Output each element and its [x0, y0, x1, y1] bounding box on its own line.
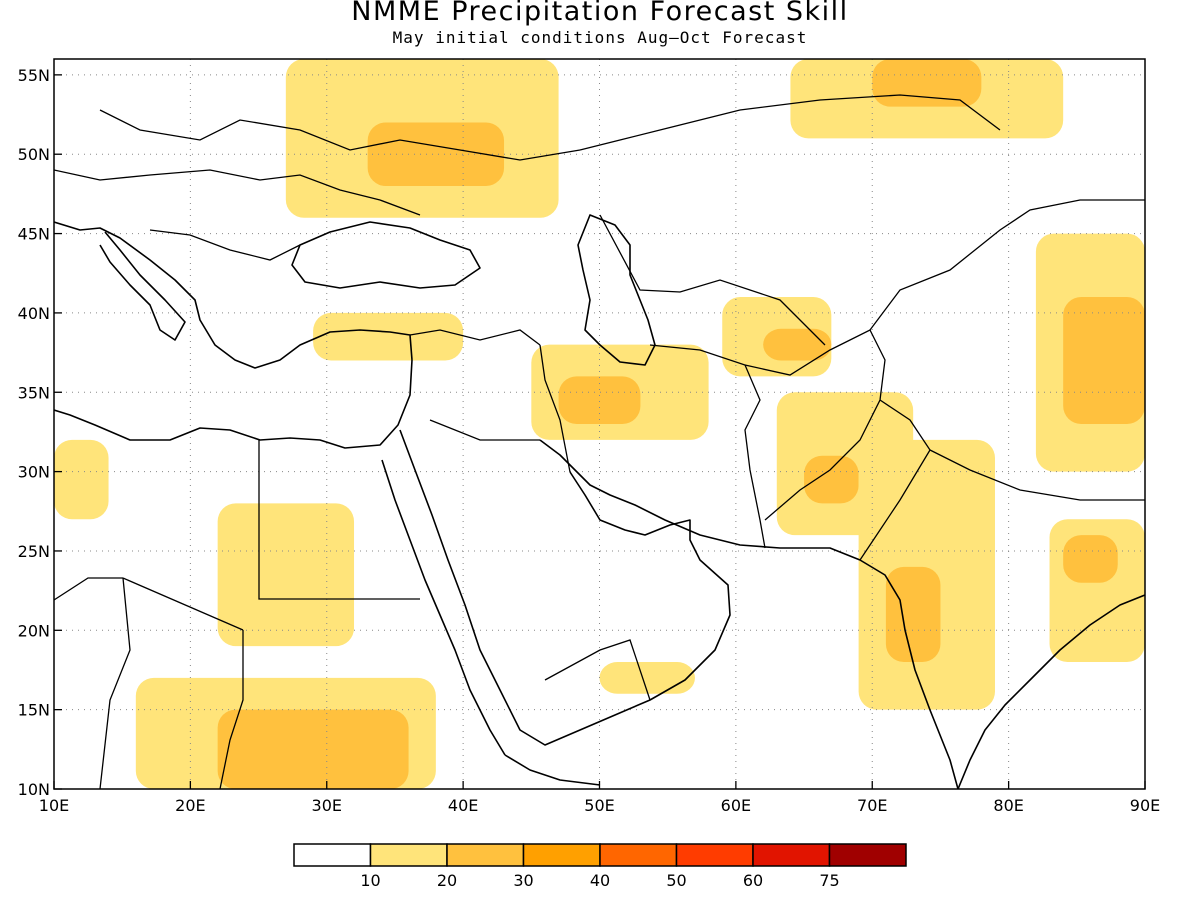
skill-shading-layer — [54, 59, 1145, 789]
border-afghanistan — [744, 329, 886, 521]
colorbar-swatch — [599, 843, 678, 867]
colorbar-label: 40 — [590, 871, 610, 890]
lat-tick-label: 15N — [18, 701, 50, 720]
skill-region-18 — [217, 709, 409, 789]
lon-tick-label: 60E — [721, 796, 751, 815]
coastlines-layer — [54, 214, 1145, 789]
arabia-coast — [399, 429, 731, 746]
border-chad — [122, 577, 244, 631]
levant-africa-coast — [54, 359, 413, 449]
border-china-west — [869, 199, 1145, 331]
lat-tick-label: 20N — [18, 621, 50, 640]
border-iraq-saudi — [429, 419, 540, 441]
axis-ticks: 10E 20E 30E 40E 50E 60E 70E 80E 90E 10N 15N 20N 25N 3… — [18, 66, 1161, 815]
border-libya-egypt — [258, 440, 420, 600]
colorbar-swatch — [446, 843, 525, 867]
lat-tick-label: 10N — [18, 780, 50, 799]
colorbar-label: 50 — [666, 871, 686, 890]
figure-subtitle: May initial conditions Aug—Oct Forecast — [392, 28, 808, 47]
colorbar-swatch — [828, 843, 907, 867]
figure-title: NMME Precipitation Forecast Skill — [351, 0, 849, 27]
border-kazakhstan-south — [599, 214, 826, 346]
lon-tick-label: 20E — [175, 796, 205, 815]
colorbar-swatch — [752, 843, 831, 867]
colorbar-label: 30 — [513, 871, 533, 890]
border-turkey — [409, 329, 541, 346]
skill-region-19 — [217, 503, 355, 647]
border-iran-east — [649, 344, 766, 549]
borders-layer — [54, 94, 1145, 789]
colorbar-swatch — [293, 843, 372, 867]
red-sea-west-coast — [381, 459, 506, 756]
horn-africa-coast — [504, 754, 601, 786]
border-himalaya — [929, 449, 1145, 501]
lon-tick-label: 10E — [39, 796, 69, 815]
lat-tick-label: 25N — [18, 542, 50, 561]
lat-tick-label: 30N — [18, 463, 50, 482]
colorbar-label: 75 — [819, 871, 839, 890]
lon-tick-label: 90E — [1130, 796, 1160, 815]
colorbar: 10 20 30 40 50 60 75 — [293, 843, 907, 890]
italy-coast — [99, 231, 186, 341]
europe-south-coast — [54, 221, 413, 369]
colorbar-swatch — [675, 843, 754, 867]
lat-tick-label: 35N — [18, 383, 50, 402]
caspian-sea-coast — [577, 214, 656, 366]
border-europe-1 — [54, 169, 421, 216]
iran-coast — [539, 439, 861, 561]
lat-tick-label: 55N — [18, 66, 50, 85]
border-saudi-yemen — [544, 639, 651, 701]
colorbar-swatch — [369, 843, 448, 867]
skill-region-20 — [54, 439, 109, 520]
colorbar-label: 60 — [743, 871, 763, 890]
border-iran-iraq — [539, 344, 571, 473]
border-europe-2 — [99, 109, 581, 161]
colorbar-label: 20 — [437, 871, 457, 890]
lat-tick-label: 50N — [18, 145, 50, 164]
skill-region-3 — [872, 59, 982, 107]
border-pakistan-india — [859, 399, 931, 561]
skill-region-12 — [885, 566, 941, 663]
lat-tick-label: 40N — [18, 304, 50, 323]
lon-tick-label: 70E — [857, 796, 887, 815]
lat-tick-label: 45N — [18, 225, 50, 244]
border-kazakhstan-north — [579, 94, 1001, 151]
skill-region-6 — [558, 376, 641, 424]
lon-tick-label: 30E — [312, 796, 342, 815]
colorbar-swatch — [522, 843, 601, 867]
border-niger — [99, 577, 131, 789]
border-libya-sudan — [219, 630, 244, 789]
lon-tick-label: 40E — [448, 796, 478, 815]
india-east-coast — [957, 594, 1145, 789]
lon-tick-label: 80E — [993, 796, 1023, 815]
lon-tick-label: 50E — [584, 796, 614, 815]
skill-region-1 — [367, 122, 505, 186]
black-sea-coast — [291, 221, 481, 289]
skill-region-4 — [313, 312, 464, 361]
skill-region-16 — [1063, 297, 1145, 424]
border-balkans — [149, 229, 301, 261]
india-coast — [859, 559, 959, 789]
skill-region-21 — [599, 662, 695, 694]
skill-region-8 — [763, 328, 832, 361]
skill-region-14 — [1063, 535, 1118, 583]
skill-region-10 — [804, 455, 859, 504]
colorbar-label: 10 — [360, 871, 380, 890]
border-algeria — [54, 577, 123, 601]
